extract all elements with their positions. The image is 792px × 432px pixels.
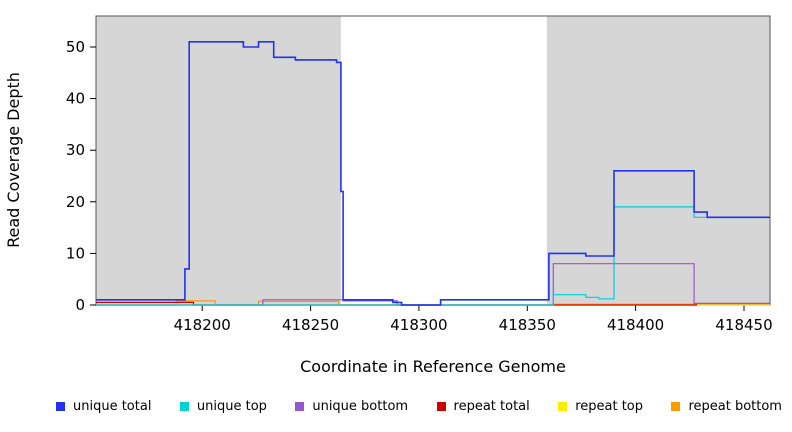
series-line-unique-total [96,40,770,306]
legend-label-repeat-bottom: repeat bottom [688,399,782,414]
y-tick-label: 10 [66,244,85,262]
y-tick-label: 40 [66,90,85,108]
legend-swatch-repeat-total [436,402,446,411]
legend-swatch-unique-total [56,402,65,411]
legend-item-unique-top: unique top [179,399,267,414]
plot-svg: Coordinate in Reference Genome Read Cove… [4,15,773,376]
y-tick-label: 0 [75,296,85,314]
y-axis-label: Read Coverage Depth [4,72,23,248]
legend-item-repeat-bottom: repeat bottom [671,399,782,414]
shaded-region [546,16,770,305]
legend: unique total unique top unique bottom repea… [56,399,782,414]
shaded-region [96,16,341,305]
x-tick-label: 418250 [282,316,339,334]
series-line-repeat-bottom [96,300,770,306]
legend-swatch-repeat-bottom [671,402,681,411]
legend-swatch-repeat-top [558,402,568,411]
legend-item-repeat-total: repeat total [436,399,530,414]
y-tick-label: 20 [66,193,85,211]
y-tick-label: 50 [66,38,85,56]
legend-item-repeat-top: repeat top [558,399,643,414]
x-tick-label: 418300 [390,316,447,334]
legend-label-unique-bottom: unique bottom [312,399,409,414]
legend-swatch-unique-top [179,402,189,411]
x-tick-label: 418400 [607,316,664,334]
legend-label-repeat-top: repeat top [575,399,643,414]
legend-label-unique-total: unique total [73,399,152,414]
legend-swatch-unique-bottom [295,402,305,411]
x-axis-label: Coordinate in Reference Genome [300,357,566,376]
legend-item-unique-bottom: unique bottom [295,399,408,414]
x-tick-label: 418350 [499,316,556,334]
legend-label-unique-top: unique top [196,399,267,414]
legend-item-unique-total: unique total [56,399,151,414]
y-tick-label: 30 [66,141,85,159]
x-tick-label: 418200 [174,316,231,334]
legend-label-repeat-total: repeat total [453,399,530,414]
x-tick-label: 418450 [715,316,772,334]
